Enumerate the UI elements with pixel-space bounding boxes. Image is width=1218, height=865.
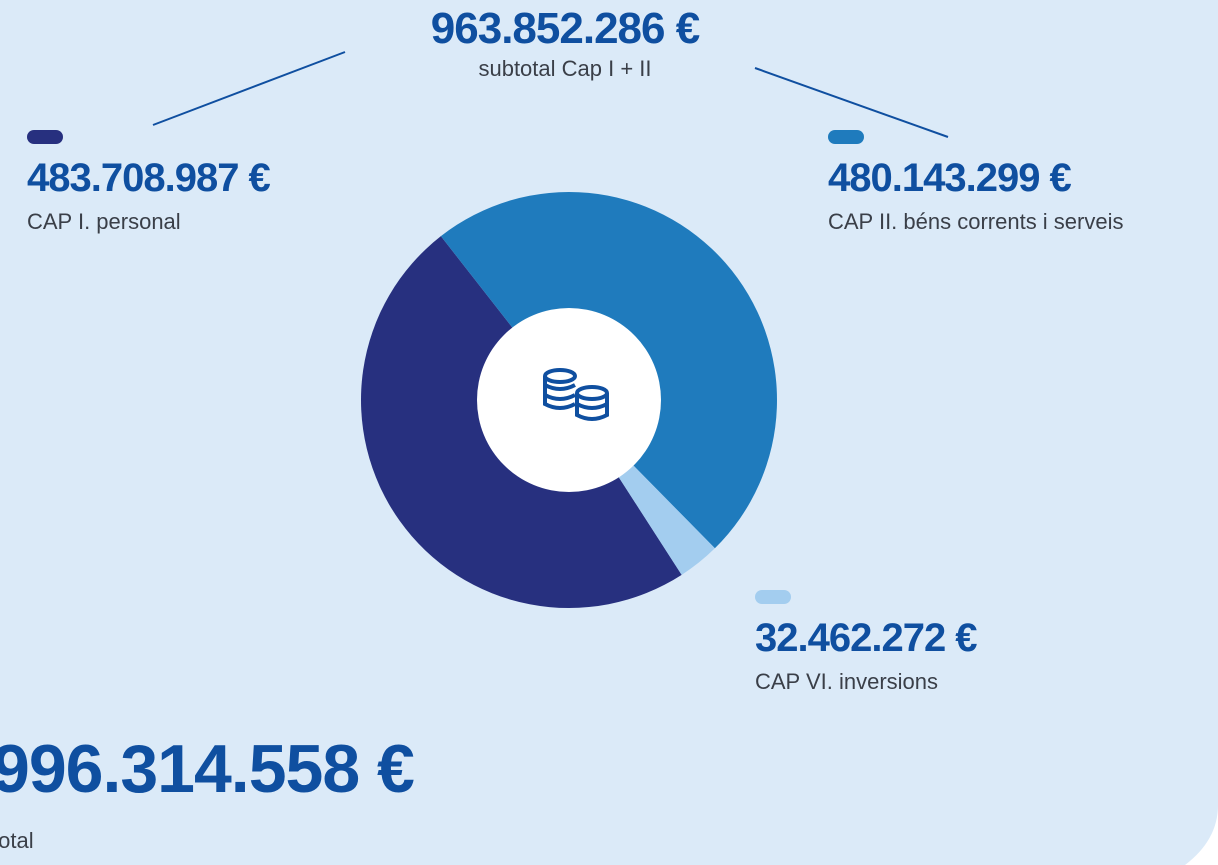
connector	[152, 51, 346, 126]
value-label: 480.143.299 €	[828, 156, 1072, 200]
coins-icon	[543, 368, 609, 421]
total-value: 996.314.558 €	[0, 731, 415, 807]
legend-swatch	[27, 130, 63, 144]
subtotal-value: 963.852.286 €	[430, 4, 700, 53]
subtotal-caption: subtotal Cap I + II	[478, 56, 652, 81]
donut-hole	[477, 308, 661, 492]
connector	[754, 67, 949, 138]
total: 996.314.558 € total	[0, 730, 415, 856]
category-label: CAP VI. inversions	[755, 669, 939, 694]
legend-swatch	[828, 130, 864, 144]
label: 480.143.299 € CAP II. béns corrents i se…	[828, 130, 1168, 237]
category-label: CAP II. béns corrents i serveis	[828, 209, 1124, 234]
label: 483.708.987 € CAP I. personal	[27, 130, 271, 237]
category-label: CAP I. personal	[27, 209, 181, 234]
subtotal: 963.852.286 € subtotal Cap I + II	[0, 4, 1130, 84]
label: 32.462.272 € CAP VI. inversions	[755, 590, 978, 697]
legend-swatch	[755, 590, 791, 604]
total-caption: total	[0, 828, 34, 853]
value-label: 32.462.272 €	[755, 616, 978, 660]
value-label: 483.708.987 €	[27, 156, 271, 200]
